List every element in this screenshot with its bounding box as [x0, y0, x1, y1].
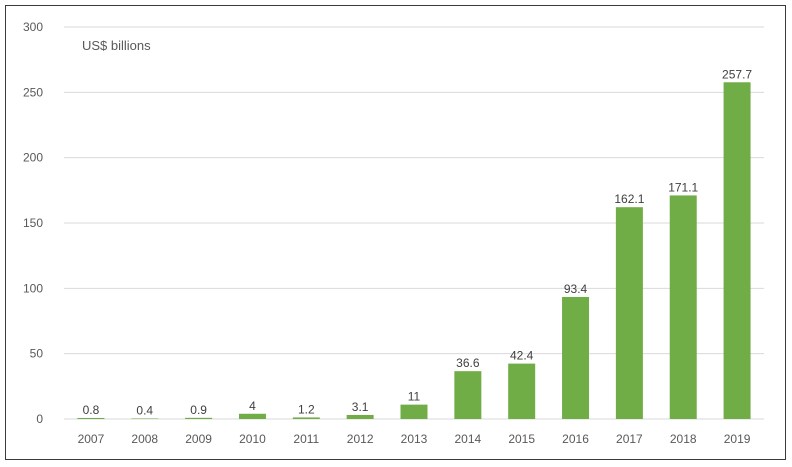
data-label: 1.2 [298, 402, 315, 416]
x-tick-label: 2008 [131, 432, 158, 446]
x-tick-label: 2007 [78, 432, 105, 446]
bar [346, 414, 374, 419]
x-tick-label: 2014 [454, 432, 481, 446]
bar [238, 413, 266, 419]
y-tick-label: 50 [30, 347, 44, 361]
chart-frame: 0 50 100 150 200 250 300 0.8 0.4 0.9 4 1.2 3.1 11 36.… [5, 5, 786, 460]
bar-chart: 0 50 100 150 200 250 300 0.8 0.4 0.9 4 1.2 3.1 11 36.… [23, 20, 764, 446]
data-label: 162.1 [614, 192, 644, 206]
y-tick-label: 250 [23, 85, 43, 99]
data-label: 171.1 [668, 180, 698, 194]
data-label: 36.6 [456, 356, 480, 370]
bars [77, 82, 751, 419]
bar [723, 82, 751, 419]
bar [131, 418, 159, 419]
y-tick-label: 150 [23, 216, 43, 230]
data-label: 0.4 [136, 403, 153, 417]
y-tick-label: 300 [23, 20, 43, 34]
data-label: 0.9 [190, 403, 207, 417]
bar [454, 371, 482, 419]
x-tick-label: 2010 [239, 432, 266, 446]
x-tick-label: 2012 [347, 432, 374, 446]
bar [508, 363, 536, 419]
data-labels: 0.8 0.4 0.9 4 1.2 3.1 11 36.6 42.4 93.4 162.1 171.1… [83, 67, 753, 417]
x-tick-label: 2017 [616, 432, 643, 446]
bar [562, 296, 590, 419]
data-label: 3.1 [352, 400, 369, 414]
x-tick-label: 2013 [401, 432, 428, 446]
data-label: 4 [249, 399, 256, 413]
x-tick-label: 2018 [670, 432, 697, 446]
y-tick-label: 100 [23, 281, 43, 295]
gridlines [64, 26, 764, 420]
data-label: 42.4 [510, 349, 534, 363]
x-tick-label: 2016 [562, 432, 589, 446]
y-axis: 0 50 100 150 200 250 300 [23, 20, 43, 426]
bar [77, 417, 105, 419]
bar [185, 417, 213, 419]
x-tick-label: 2011 [293, 432, 319, 446]
bar [292, 417, 320, 419]
x-tick-label: 2009 [185, 432, 212, 446]
data-label: 257.7 [722, 67, 752, 81]
unit-label: US$ billions [82, 38, 151, 53]
data-label: 0.8 [83, 403, 100, 417]
bar [400, 404, 428, 419]
data-label: 93.4 [564, 282, 588, 296]
y-tick-label: 0 [36, 412, 43, 426]
x-tick-label: 2015 [508, 432, 535, 446]
x-axis: 2007 2008 2009 2010 2011 2012 2013 2014 2015 2016… [78, 432, 751, 446]
y-tick-label: 200 [23, 151, 43, 165]
bar [615, 207, 643, 419]
data-label: 11 [408, 390, 421, 404]
x-tick-label: 2019 [724, 432, 751, 446]
bar [669, 195, 697, 419]
